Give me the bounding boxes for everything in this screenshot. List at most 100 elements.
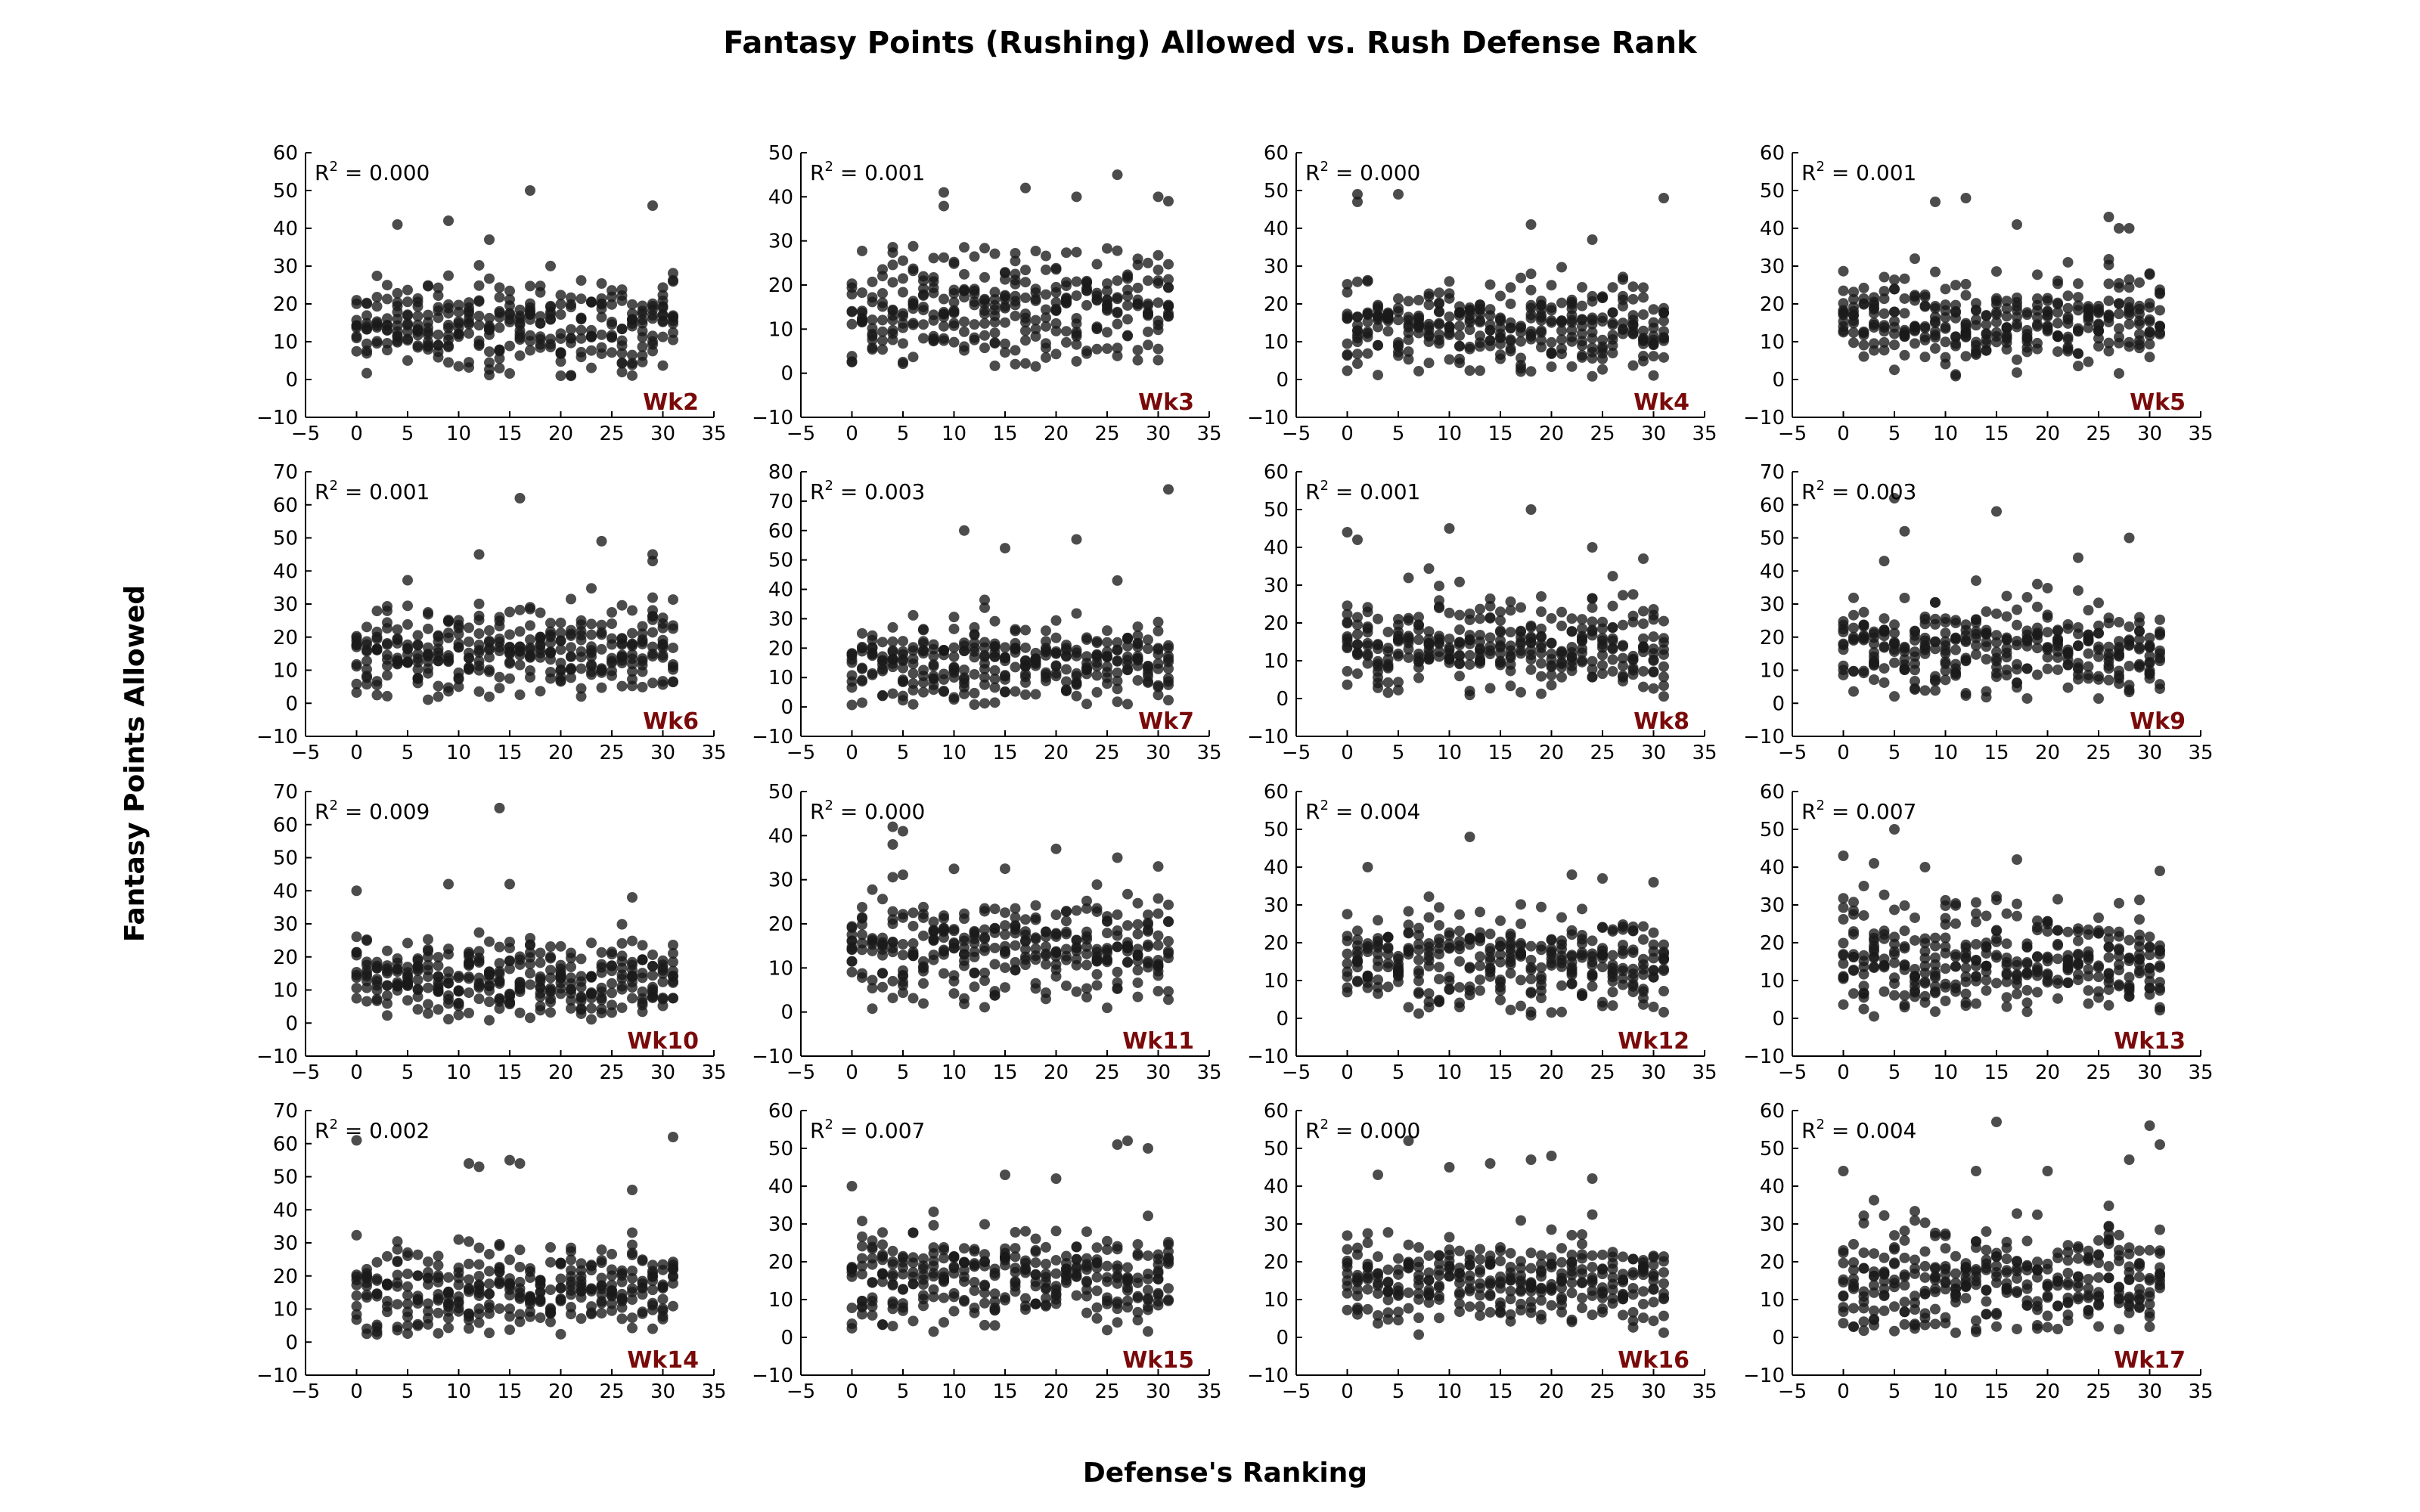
data-point xyxy=(1102,327,1112,338)
data-point xyxy=(1050,843,1062,854)
data-point xyxy=(647,1323,658,1334)
data-point xyxy=(1838,627,1849,638)
data-point xyxy=(1848,988,1859,999)
data-point xyxy=(918,671,929,682)
x-tick-label: 20 xyxy=(2035,1061,2060,1084)
data-point xyxy=(1373,299,1383,311)
data-point xyxy=(566,302,576,313)
data-point xyxy=(2114,678,2124,689)
data-point xyxy=(857,627,867,639)
y-tick-label: 10 xyxy=(768,318,793,341)
data-point xyxy=(1981,653,1992,665)
data-point xyxy=(1030,245,1041,256)
r-squared-label: R2 = 0.001 xyxy=(315,478,430,504)
data-point xyxy=(1403,919,1414,931)
data-point xyxy=(647,330,658,342)
data-point xyxy=(371,689,383,701)
data-point xyxy=(1991,936,2002,947)
data-point xyxy=(484,981,495,992)
data-point xyxy=(647,300,658,311)
data-point xyxy=(1382,626,1394,637)
data-point xyxy=(1566,665,1578,677)
data-point xyxy=(1536,901,1547,912)
data-point xyxy=(2103,925,2114,937)
data-point xyxy=(2001,960,2012,971)
data-point xyxy=(382,1010,392,1021)
data-point xyxy=(1648,631,1659,643)
y-axis-title: Fantasy Points Allowed xyxy=(119,585,150,942)
data-point xyxy=(2155,329,2165,340)
data-point xyxy=(637,681,648,692)
data-point xyxy=(464,1236,474,1247)
data-point xyxy=(2124,952,2135,963)
data-point xyxy=(2001,976,2012,987)
data-point xyxy=(939,252,949,263)
data-point xyxy=(586,971,597,983)
data-point xyxy=(2144,352,2155,363)
data-point xyxy=(392,336,403,348)
data-point xyxy=(596,627,607,638)
data-point xyxy=(2155,652,2165,664)
data-point xyxy=(1444,276,1455,287)
data-point xyxy=(877,264,888,275)
data-point xyxy=(1081,632,1092,643)
data-point xyxy=(857,307,867,318)
data-point xyxy=(2124,223,2135,234)
data-point xyxy=(969,947,980,958)
data-point xyxy=(392,326,403,337)
y-tick-label: 60 xyxy=(1264,142,1289,165)
data-point xyxy=(1566,929,1578,940)
data-point xyxy=(1981,627,1992,639)
data-point xyxy=(525,1311,535,1322)
data-point xyxy=(443,1322,454,1334)
data-point xyxy=(412,1004,424,1015)
data-point xyxy=(443,615,454,627)
data-point xyxy=(1869,345,1879,356)
data-point xyxy=(948,651,960,662)
data-point xyxy=(1010,1266,1021,1278)
data-point xyxy=(1556,606,1567,618)
data-point xyxy=(1403,944,1414,956)
data-point xyxy=(2124,971,2135,983)
data-point xyxy=(1382,943,1394,954)
data-point xyxy=(1102,667,1112,678)
data-point xyxy=(2001,634,2012,645)
data-point xyxy=(535,1312,546,1324)
data-point xyxy=(1352,925,1363,937)
data-point xyxy=(464,636,474,647)
data-point xyxy=(898,255,908,266)
data-point xyxy=(2001,311,2012,322)
data-point xyxy=(2052,624,2063,636)
x-tick-label: 25 xyxy=(599,742,624,764)
data-point xyxy=(1981,985,1992,996)
data-point xyxy=(1143,677,1153,688)
data-point xyxy=(1434,306,1444,318)
data-point xyxy=(1041,304,1051,315)
data-point xyxy=(2021,692,2033,704)
data-point xyxy=(2032,601,2043,612)
data-point xyxy=(668,1300,678,1312)
data-point xyxy=(566,978,576,989)
data-point xyxy=(1638,665,1649,677)
data-point xyxy=(1091,968,1103,980)
data-point xyxy=(1352,647,1363,658)
data-point xyxy=(1899,925,1910,937)
data-point xyxy=(2103,652,2114,663)
data-point xyxy=(1940,352,1951,363)
data-point xyxy=(443,656,454,668)
x-tick-label: 35 xyxy=(2188,742,2213,764)
data-point xyxy=(1020,943,1031,955)
data-point xyxy=(382,654,392,665)
data-point xyxy=(412,1294,424,1305)
data-point xyxy=(1081,903,1092,914)
data-point xyxy=(535,647,546,658)
x-tick-label: −5 xyxy=(1282,742,1311,764)
x-tick-label: 15 xyxy=(992,423,1017,445)
data-point xyxy=(514,325,526,336)
data-point xyxy=(2021,332,2033,343)
data-point xyxy=(351,1300,362,1312)
data-point xyxy=(2042,295,2053,306)
